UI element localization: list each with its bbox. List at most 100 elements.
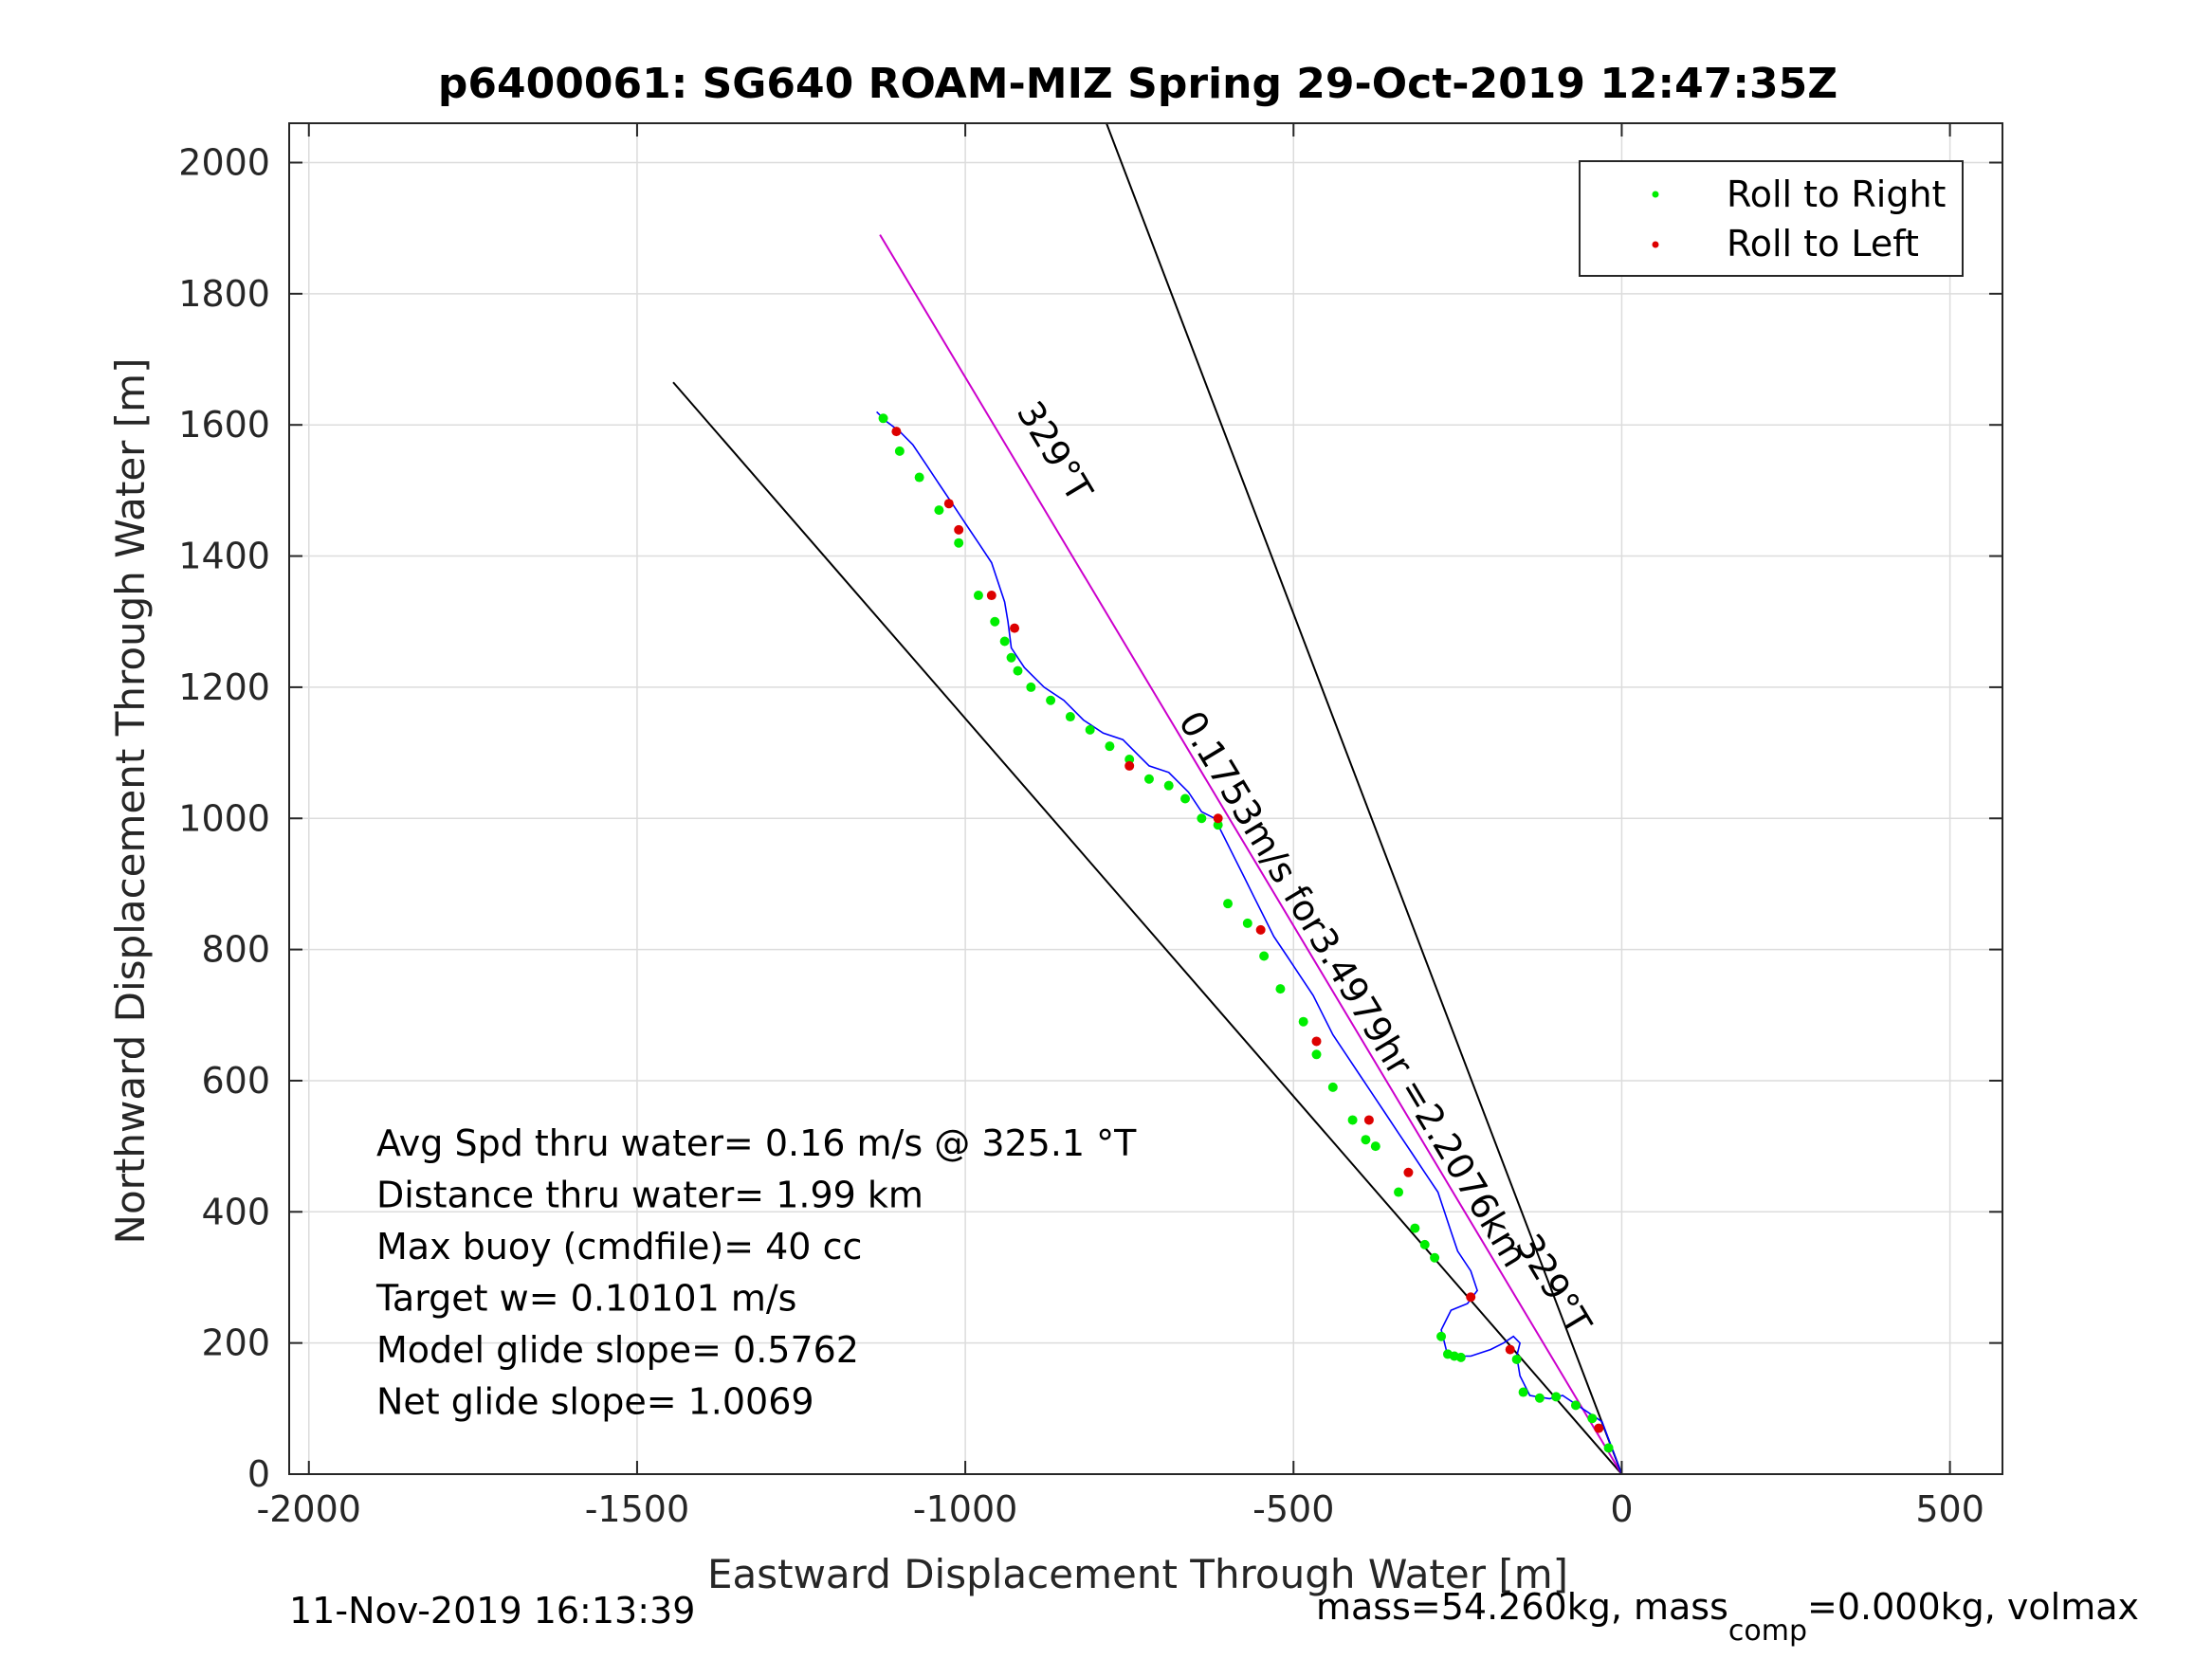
roll-right-point: [1180, 793, 1191, 804]
roll-left-point: [1594, 1423, 1604, 1433]
roll-left-point: [943, 499, 954, 509]
reference-line-outer-left: [672, 381, 1623, 1475]
plot-area: [289, 123, 2002, 1474]
y-tick-label: 0: [247, 1453, 270, 1495]
roll-right-point: [1242, 918, 1252, 928]
roll-right-point: [1013, 665, 1023, 676]
roll-left-point: [1124, 760, 1135, 771]
roll-right-point: [1534, 1393, 1545, 1403]
y-tick-label: 1600: [178, 404, 270, 446]
grid-lines: [289, 123, 2002, 1475]
roll-right-point: [1430, 1252, 1440, 1263]
stats-block: Avg Spd thru water= 0.16 m/s @ 325.1 °T D…: [375, 1122, 1137, 1423]
roll-right-point: [1105, 741, 1115, 752]
roll-left-point: [1403, 1167, 1414, 1177]
roll-right-point: [1085, 724, 1095, 735]
y-tick-label: 400: [201, 1191, 270, 1232]
roll-right-point: [1275, 984, 1286, 994]
stat-line: Model glide slope= 0.5762: [376, 1329, 859, 1371]
roll-right-point: [1347, 1115, 1358, 1125]
roll-right-point: [1006, 652, 1016, 663]
roll-right-point: [1518, 1387, 1528, 1397]
y-tick-label: 600: [201, 1060, 270, 1102]
roll-right-point: [1436, 1331, 1447, 1341]
roll-left-point: [1213, 813, 1223, 824]
roll-right-point: [1327, 1082, 1338, 1092]
stat-line: Distance thru water= 1.99 km: [376, 1175, 923, 1216]
stat-line: Net glide slope= 1.0069: [376, 1381, 814, 1423]
roll-right-point: [878, 413, 888, 424]
chart-title: p6400061: SG640 ROAM-MIZ Spring 29-Oct-2…: [438, 60, 1837, 108]
y-tick-label: 1200: [178, 666, 270, 708]
track-line: [876, 410, 1623, 1475]
y-tick-label: 200: [201, 1322, 270, 1364]
roll-right-point: [990, 616, 1000, 627]
stat-line: Max buoy (cmdfile)= 40 cc: [376, 1226, 862, 1267]
roll-right-point: [1143, 774, 1154, 784]
x-axis-label: Eastward Displacement Through Water [m]: [707, 1551, 1568, 1597]
roll-left-point: [1466, 1292, 1476, 1303]
roll-right-point: [1311, 1049, 1322, 1060]
legend-roll-left-label: Roll to Left: [1727, 223, 1919, 264]
roll-right-point: [1587, 1413, 1598, 1424]
roll-right-point: [1410, 1223, 1420, 1233]
stat-line: Target w= 0.10101 m/s: [375, 1278, 796, 1320]
roll-left-point: [1363, 1115, 1374, 1125]
roll-right-point: [914, 472, 924, 483]
roll-left-point: [1255, 924, 1266, 935]
y-tick-label: 1000: [178, 797, 270, 839]
footer-timestamp: 11-Nov-2019 16:13:39: [289, 1590, 695, 1632]
stat-line: Avg Spd thru water= 0.16 m/s @ 325.1 °T: [376, 1122, 1137, 1164]
y-tick-label: 1800: [178, 273, 270, 315]
roll-right-point: [1361, 1135, 1371, 1145]
x-tick-label: 500: [1915, 1488, 1984, 1530]
y-tick-label: 800: [201, 929, 270, 971]
roll-right-point: [1551, 1392, 1562, 1402]
roll-right-point: [1213, 820, 1223, 830]
roll-right-point: [1370, 1141, 1380, 1152]
roll-right-point: [1570, 1400, 1581, 1411]
x-tick-label: -2000: [257, 1488, 361, 1530]
footer-mass-text: mass=54.260kg, mass: [1316, 1586, 1728, 1628]
roll-right-point: [1298, 1016, 1308, 1027]
roll-right-point: [934, 505, 944, 516]
x-tick-label: -500: [1252, 1488, 1334, 1530]
roll-right-point: [1511, 1354, 1522, 1364]
roll-left-point: [1505, 1344, 1515, 1355]
roll-left-point: [891, 427, 902, 437]
roll-right-point: [1065, 712, 1075, 722]
footer-mass-tail: =0.000kg, volmax: [1807, 1586, 2139, 1628]
footer-mass-sub: comp: [1728, 1614, 1807, 1648]
x-tick-label: -1500: [585, 1488, 689, 1530]
x-tick-label: -1000: [913, 1488, 1017, 1530]
roll-left-point: [1010, 623, 1020, 633]
axis-ticks: -2000 -1500 -1000 -500 0 500 0 200 400 600 800 1000…: [178, 123, 2002, 1530]
y-tick-label: 1400: [178, 536, 270, 577]
roll-right-markers: [878, 413, 1614, 1453]
footer-mass: mass=54.260kg, masscomp=0.000kg, volmax: [1316, 1586, 2139, 1648]
roll-right-point: [999, 636, 1010, 647]
y-axis-label: Northward Displacement Through Water [m]: [107, 358, 154, 1245]
legend-roll-left-marker: [1652, 241, 1659, 248]
roll-left-markers: [891, 427, 1604, 1433]
roll-right-point: [1124, 754, 1135, 764]
legend-roll-right-label: Roll to Right: [1727, 173, 1946, 215]
track-line-group: [876, 410, 1623, 1475]
roll-right-point: [973, 591, 983, 601]
roll-right-point: [1603, 1443, 1614, 1453]
roll-right-point: [1046, 695, 1056, 705]
reference-lines: [672, 122, 1623, 1475]
reference-line-outer-right: [1106, 122, 1623, 1475]
roll-right-point: [1163, 780, 1174, 791]
reference-line-heading-line: [879, 234, 1623, 1475]
roll-right-point: [1394, 1187, 1404, 1197]
legend: Roll to Right Roll to Left: [1579, 160, 1964, 277]
roll-right-point: [1026, 682, 1036, 692]
roll-right-point: [1223, 899, 1234, 909]
legend-roll-right-marker: [1652, 191, 1659, 198]
plot-frame: [288, 122, 2003, 1475]
roll-right-point: [894, 446, 905, 456]
x-tick-label: 0: [1610, 1488, 1633, 1530]
roll-left-point: [1311, 1036, 1322, 1047]
